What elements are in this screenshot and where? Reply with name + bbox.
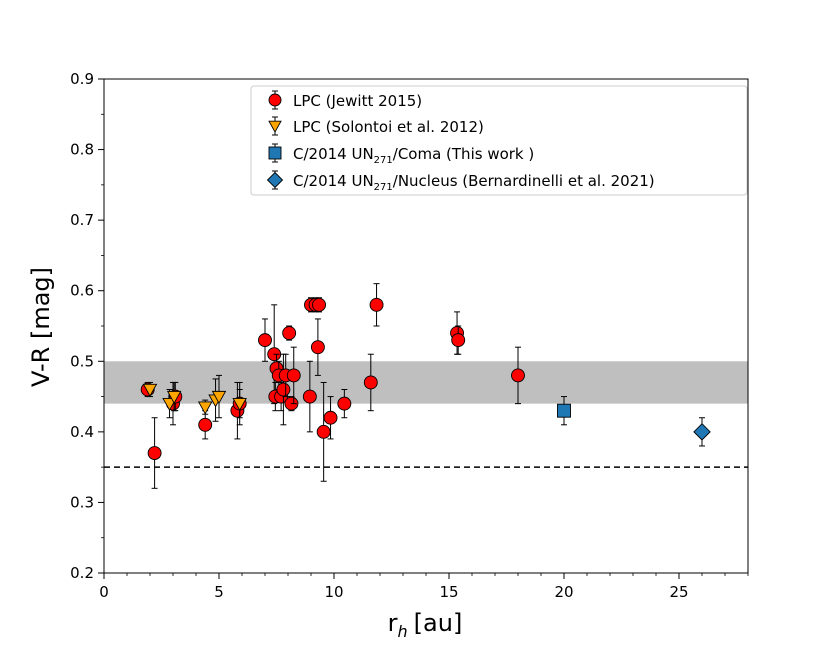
y-axis-title: V-R [mag] — [27, 267, 55, 387]
y-tick-label: 0.2 — [70, 564, 94, 582]
series-coma — [557, 396, 571, 426]
data-point-solontoi — [166, 390, 182, 404]
legend-coma-part1: C/2014 UN — [293, 145, 374, 163]
data-point-jewitt — [323, 410, 338, 425]
legend-coma-subscript: 271 — [374, 155, 393, 166]
data-point-solontoi — [142, 383, 158, 397]
x-tick-label: 15 — [439, 583, 458, 601]
data-point-jewitt — [363, 375, 378, 390]
data-point-jewitt — [258, 333, 272, 348]
legend-nucleus-subscript: 271 — [374, 182, 393, 193]
y-tick-label: 0.4 — [70, 423, 94, 441]
data-point-solontoi — [197, 401, 213, 415]
legend-coma-part2: /Coma (This work ) — [393, 145, 534, 163]
legend-markers — [266, 90, 284, 190]
legend-label-coma: C/2014 UN271/Coma (This work ) — [293, 145, 534, 166]
data-point-solontoi — [211, 390, 227, 404]
legend-nucleus-part1: C/2014 UN — [293, 172, 374, 190]
data-point-nucleus — [693, 423, 711, 441]
data-points-layer — [140, 283, 711, 489]
legend-marker-jewitt — [268, 93, 282, 107]
data-point-coma — [557, 403, 571, 418]
legend-marker-nucleus — [266, 171, 284, 189]
data-point-solontoi — [232, 397, 247, 412]
data-point-jewitt — [312, 297, 326, 312]
legend-nucleus-part2: /Nucleus (Bernardinelli et al. 2021) — [393, 172, 655, 190]
data-point-jewitt — [282, 326, 297, 341]
axes-layer: 0 5 10 15 20 25 0.2 0.3 0.4 0.5 0.6 0.7 0.8 0.9 — [70, 70, 749, 601]
y-tick-label: 0.6 — [70, 282, 94, 300]
legend-marker-coma — [268, 146, 282, 160]
legend-label-solontoi: LPC (Solontoi et al. 2012) — [293, 118, 484, 136]
y-tick-label: 0.5 — [70, 352, 94, 370]
series-jewitt — [140, 283, 525, 489]
data-point-jewitt — [198, 417, 213, 432]
data-point-jewitt — [147, 446, 162, 460]
legend-label-nucleus: C/2014 UN271/Nucleus (Bernardinelli et a… — [293, 172, 655, 193]
data-point-jewitt — [451, 333, 466, 348]
shaded-band — [104, 361, 748, 404]
data-point-jewitt — [276, 382, 291, 397]
y-tick-label: 0.7 — [70, 211, 94, 229]
x-tick-label: 20 — [554, 583, 573, 601]
x-axis-title-unit: [au] — [414, 609, 463, 637]
legend: LPC (Jewitt 2015) LPC (Solontoi et al. 2… — [250, 85, 748, 196]
series-nucleus — [693, 417, 711, 447]
data-point-jewitt — [286, 368, 301, 383]
x-tick-label: 10 — [324, 583, 343, 601]
data-point-jewitt — [310, 340, 325, 355]
y-tick-label: 0.9 — [70, 70, 94, 88]
shaded-band-layer — [104, 361, 748, 404]
data-point-jewitt — [337, 396, 352, 411]
x-tick-label: 25 — [669, 583, 688, 601]
x-axis-title-main: r — [388, 609, 398, 637]
y-tick-label: 0.8 — [70, 141, 94, 159]
data-point-jewitt — [511, 368, 525, 383]
x-tick-label: 0 — [99, 583, 109, 601]
data-point-jewitt — [369, 297, 384, 312]
x-axis-title-subscript: h — [398, 622, 408, 641]
data-point-jewitt — [316, 424, 331, 439]
x-axis-title: rh [au] — [388, 609, 463, 641]
x-tick-label: 5 — [214, 583, 224, 601]
data-point-jewitt — [302, 389, 317, 404]
y-tick-label: 0.3 — [70, 493, 94, 511]
series-solontoi — [142, 374, 247, 422]
legend-label-jewitt: LPC (Jewitt 2015) — [293, 92, 422, 110]
legend-marker-solontoi — [268, 120, 282, 133]
legend-frame — [250, 85, 748, 196]
